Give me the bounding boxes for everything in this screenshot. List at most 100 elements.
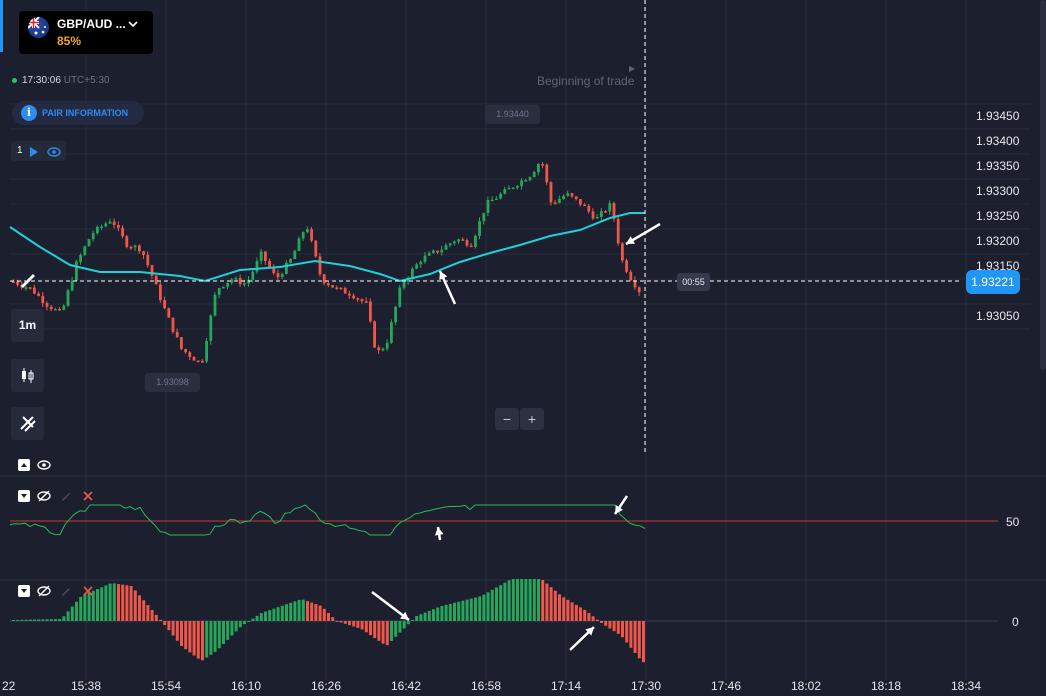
candle-body xyxy=(264,251,267,262)
osc-bar xyxy=(381,621,385,644)
osc-bar xyxy=(83,594,87,621)
candle-body xyxy=(524,180,528,182)
asset-selector[interactable]: GBP/AUD ... 85% xyxy=(19,11,153,54)
indicator-count: 1 xyxy=(17,145,23,156)
candle-body xyxy=(175,331,179,338)
osc-bar xyxy=(356,621,360,628)
countdown-timer: 00:55 xyxy=(677,273,710,291)
rsi-pane-toggle[interactable] xyxy=(18,489,30,507)
osc-bar xyxy=(448,603,452,621)
candle-body xyxy=(335,287,339,289)
osc-bar xyxy=(310,602,314,621)
eye-icon[interactable] xyxy=(37,458,51,476)
asset-name: GBP/AUD ... xyxy=(57,17,126,31)
osc-bar xyxy=(331,617,335,621)
candle-body xyxy=(163,300,166,309)
candle-body xyxy=(608,203,612,212)
time-tick-label: 18:34 xyxy=(951,679,982,693)
osc-bar xyxy=(390,621,393,641)
candle-body xyxy=(612,203,616,219)
candle-body xyxy=(545,164,549,183)
candle-body xyxy=(415,264,418,269)
chart-type-button[interactable] xyxy=(11,359,44,392)
osc-bar xyxy=(163,621,167,625)
candle-body xyxy=(12,281,15,283)
osc-bar xyxy=(343,621,347,624)
osc-bar xyxy=(234,621,238,632)
indicators-button[interactable] xyxy=(11,407,44,440)
osc-bar xyxy=(520,579,524,621)
candle-body xyxy=(87,239,91,247)
osc-bar xyxy=(625,621,629,643)
time-tick-label: 16:10 xyxy=(231,679,262,693)
eye-icon[interactable] xyxy=(47,145,61,163)
candle-body xyxy=(314,240,318,257)
osc-bar xyxy=(66,611,70,621)
pair-information-button[interactable]: i PAIR INFORMATION xyxy=(12,101,144,125)
candle-body xyxy=(499,193,502,199)
osc-bar xyxy=(436,607,440,621)
osc-bar xyxy=(133,590,137,621)
candle-body xyxy=(238,278,242,285)
candle-body xyxy=(322,274,326,284)
zoom-in-button[interactable]: + xyxy=(520,408,544,430)
edit-icon[interactable] xyxy=(60,584,72,602)
candle-body xyxy=(474,235,477,247)
close-icon[interactable] xyxy=(82,584,94,602)
hide-eye-icon[interactable] xyxy=(37,489,51,507)
candle-body xyxy=(230,279,234,283)
annotation-arrowhead xyxy=(400,611,409,620)
candle-body xyxy=(373,321,376,348)
osc-bar xyxy=(272,608,276,621)
collapse-panes-button[interactable] xyxy=(18,458,30,476)
edit-icon[interactable] xyxy=(60,489,72,507)
osc-bar xyxy=(33,619,36,621)
candle-body xyxy=(83,246,87,255)
candle-body xyxy=(469,245,473,248)
osc-bar xyxy=(453,602,456,621)
osc-bar xyxy=(217,621,221,649)
candle-body xyxy=(461,239,465,241)
osc-bar xyxy=(574,604,578,621)
osc-bar xyxy=(541,580,545,621)
candle-body xyxy=(520,180,523,186)
osc-bar xyxy=(175,621,179,641)
play-icon[interactable] xyxy=(29,145,39,163)
zoom-out-button[interactable]: − xyxy=(495,408,519,430)
candle-body xyxy=(352,295,355,299)
osc-bar xyxy=(474,597,477,621)
draw-tool-button[interactable] xyxy=(11,262,44,295)
price-tick-label: 1.93150 xyxy=(976,259,1020,273)
osc-bar xyxy=(104,585,108,621)
high-price-label: 1.93440 xyxy=(485,105,540,124)
candle-body xyxy=(436,250,439,253)
osc-bar xyxy=(12,619,15,621)
candle-body xyxy=(528,177,532,181)
time-tick-label: 17:14 xyxy=(551,679,582,693)
candle-body xyxy=(537,164,540,173)
candle-body xyxy=(196,360,200,363)
osc-bar xyxy=(306,601,309,621)
osc-bar xyxy=(553,590,557,621)
rsi-level-label: 50 xyxy=(1006,515,1020,529)
osc-bar xyxy=(293,601,297,621)
annotation-arrowhead xyxy=(626,236,635,244)
current-price-badge: 1.93221 xyxy=(966,270,1020,294)
candle-body xyxy=(268,261,271,268)
hide-eye-icon[interactable] xyxy=(37,584,51,602)
candle-body xyxy=(272,267,276,274)
indicator-controls[interactable]: 1 xyxy=(11,141,66,161)
osc-bar xyxy=(411,620,414,621)
osc-bar xyxy=(406,621,410,625)
candle-body xyxy=(440,249,444,253)
vertical-scrollbar[interactable] xyxy=(1040,0,1046,370)
candle-body xyxy=(453,241,456,244)
osc-bar xyxy=(91,590,95,621)
osc-bar xyxy=(297,599,301,621)
timeframe-button[interactable]: 1m xyxy=(11,309,44,342)
candle-body xyxy=(411,268,414,278)
close-icon[interactable] xyxy=(82,489,94,507)
osc-pane-toggle[interactable] xyxy=(18,584,30,602)
chevron-down-icon[interactable] xyxy=(127,17,139,29)
